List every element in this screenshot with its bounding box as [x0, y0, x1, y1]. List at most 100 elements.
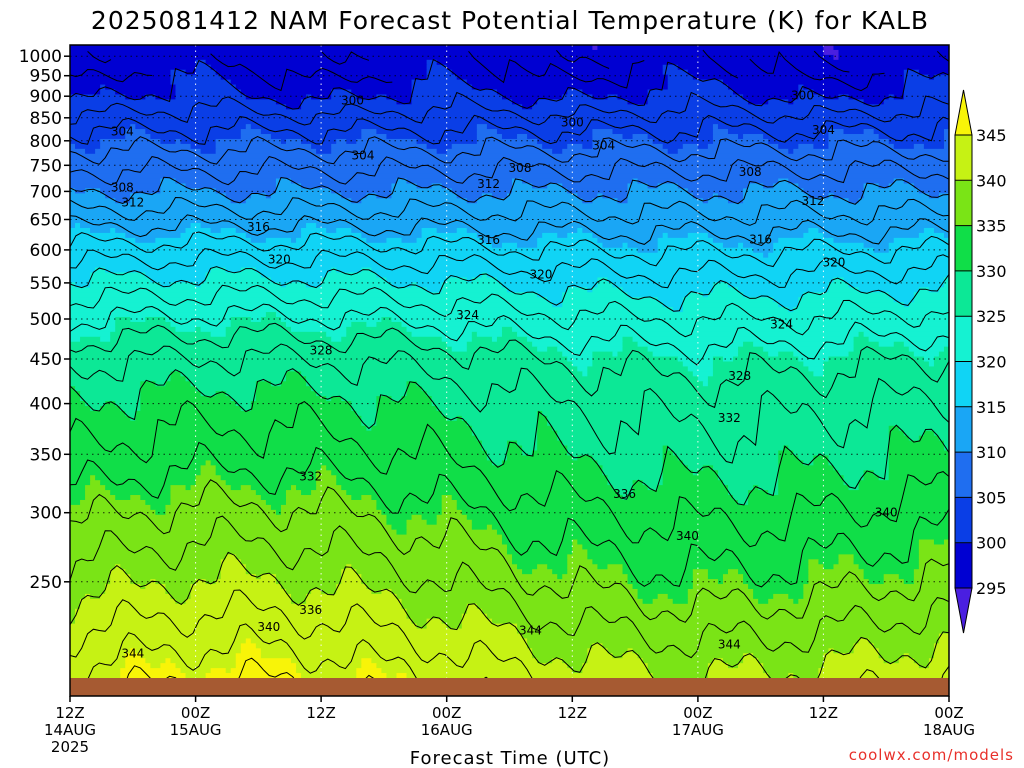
contour-label: 312 — [477, 177, 500, 191]
y-tick-label: 400 — [30, 395, 62, 415]
contour-label: 312 — [802, 194, 825, 208]
contour-line-302 — [70, 91, 949, 126]
y-tick-label: 850 — [30, 109, 62, 129]
contour-label: 332 — [299, 470, 322, 484]
contour-line-334 — [70, 441, 949, 588]
x-tick-label: 12Z — [55, 704, 84, 722]
colorbar-tick-label: 345 — [976, 126, 1007, 145]
y-tick-label: 650 — [30, 211, 62, 231]
y-tick-label: 700 — [30, 182, 62, 202]
contour-label: 316 — [247, 220, 270, 234]
contour-label: 336 — [299, 603, 322, 617]
x-tick-label: 16AUG — [421, 721, 473, 739]
vertical-gridlines — [195, 45, 824, 678]
x-tick-label: 2025 — [51, 738, 89, 756]
contour-label: 316 — [477, 233, 500, 247]
x-tick-label: 18AUG — [923, 721, 975, 739]
colorbar-tick-label: 305 — [976, 488, 1007, 507]
contour-label: 308 — [739, 165, 762, 179]
contour-line-336 — [70, 479, 949, 623]
y-tick-label: 900 — [30, 87, 62, 107]
contour-line-330 — [70, 368, 949, 506]
contour-label: 304 — [592, 139, 615, 153]
contour-label: 344 — [718, 637, 741, 651]
y-tick-label: 450 — [30, 350, 62, 370]
contour-line-312 — [70, 196, 949, 226]
colorbar-bin — [955, 270, 972, 317]
contour-line-320 — [70, 266, 949, 312]
contour-label: 300 — [791, 88, 814, 102]
contour-label: 328 — [728, 369, 751, 383]
contour-label: 344 — [519, 623, 542, 637]
x-tick-label: 00Z — [181, 704, 210, 722]
x-tick-label: 00Z — [432, 704, 461, 722]
contour-label: 320 — [529, 268, 552, 282]
colorbar-bin — [955, 452, 972, 498]
chart-title: 2025081412 NAM Forecast Potential Temper… — [91, 6, 929, 35]
colorbar-tick-label: 340 — [976, 171, 1007, 190]
contour-label: 308 — [111, 181, 134, 195]
colorbar-legend: 295 300 305 310 315 320 325 330 335 340 345 — [954, 89, 1007, 634]
contour-labels: 344 340 336 344 344 340 336 340 332 332 328 328 324 3… — [111, 88, 898, 660]
contour-line-314 — [70, 214, 949, 247]
x-tick-label: 12Z — [809, 704, 838, 722]
y-tick-label: 350 — [30, 445, 62, 465]
x-tick-label: 14AUG — [44, 721, 96, 739]
contour-label: 340 — [875, 506, 898, 520]
x-axis-label: Forecast Time (UTC) — [410, 748, 610, 768]
colorbar-bin — [955, 497, 972, 544]
contour-label: 324 — [456, 308, 479, 322]
x-tick-label: 00Z — [683, 704, 712, 722]
contour-label: 340 — [676, 529, 699, 543]
x-tick-label: 12Z — [558, 704, 587, 722]
contour-label: 312 — [121, 195, 144, 209]
contour-line-324 — [70, 303, 949, 366]
contour-label: 316 — [749, 232, 772, 246]
colorbar-bin — [955, 316, 972, 362]
colorbar-bin — [955, 361, 972, 408]
colorbar-tick-label: 320 — [976, 353, 1007, 372]
contour-line-332 — [70, 400, 949, 548]
contour-line-322 — [70, 284, 949, 338]
colorbar-top-arrow — [954, 89, 973, 136]
contour-line-346 — [126, 657, 375, 678]
colorbar-tick-label: 300 — [976, 534, 1007, 553]
contour-line-304 — [70, 114, 949, 145]
y-tick-label: 1000 — [19, 47, 62, 67]
colorbar-tick-label: 315 — [976, 398, 1007, 417]
contour-label: 340 — [257, 620, 280, 634]
x-tick-label: 17AUG — [672, 721, 724, 739]
colorbar-bin — [955, 542, 972, 589]
colorbar-bin — [955, 225, 972, 272]
colorbar-bin — [955, 135, 972, 181]
contour-line-318 — [70, 248, 949, 289]
contour-line-340 — [70, 551, 949, 678]
x-tick-label: 15AUG — [170, 721, 222, 739]
ground-bar — [70, 678, 949, 696]
y-tick-label: 600 — [30, 241, 62, 261]
contour-label: 304 — [111, 125, 134, 139]
contour-label: 344 — [121, 646, 144, 660]
y-tick-label: 750 — [30, 156, 62, 176]
y-tick-label: 300 — [30, 504, 62, 524]
y-tick-label: 800 — [30, 132, 62, 152]
y-axis-ticks: 2503003504004505005506006507007508008509… — [19, 47, 70, 593]
contour-line-296 — [87, 49, 850, 73]
colorbar-tick-label: 325 — [976, 307, 1007, 326]
contour-line-338 — [70, 515, 949, 659]
colorbar-tick-label: 295 — [976, 579, 1007, 598]
x-tick-label: 12Z — [306, 704, 335, 722]
y-tick-label: 550 — [30, 274, 62, 294]
contour-line-342 — [70, 589, 949, 678]
colorbar-tick-label: 310 — [976, 443, 1007, 462]
contour-label: 324 — [770, 317, 793, 331]
contour-label: 304 — [352, 148, 375, 162]
contour-label: 300 — [341, 93, 364, 107]
contour-line-308 — [70, 156, 949, 186]
contour-line-298 — [70, 49, 949, 92]
colorbar-tick-label: 330 — [976, 262, 1007, 281]
contour-label: 304 — [812, 123, 835, 137]
x-tick-label: 00Z — [934, 704, 963, 722]
